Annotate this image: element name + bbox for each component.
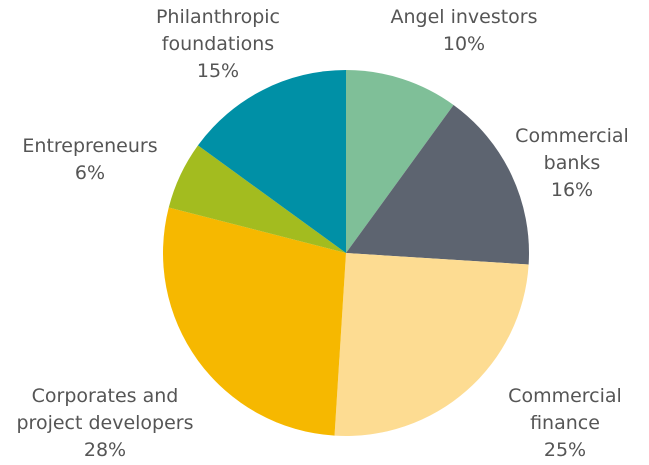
category-name: Corporates and project developers: [16, 385, 194, 434]
category-name: Commercial finance: [508, 385, 622, 434]
value-label: 15%: [196, 60, 240, 82]
pie-slice: [334, 253, 529, 436]
pie-slice: [168, 145, 346, 253]
category-name: Entrepreneurs: [22, 135, 158, 157]
slice-label: Philanthropic foundations 15%: [143, 4, 293, 85]
value-label: 25%: [543, 439, 587, 461]
slice-label: Commercial finance 25%: [500, 383, 630, 464]
pie-slice: [197, 70, 346, 253]
slice-label: Commercial banks 16%: [507, 123, 637, 204]
pie-slice: [346, 104, 529, 265]
slice-label: Entrepreneurs 6%: [0, 133, 190, 187]
slice-label: Angel investors 10%: [354, 4, 574, 58]
value-label: 6%: [74, 162, 106, 184]
category-name: Commercial banks: [515, 125, 629, 174]
category-name: Angel investors: [390, 6, 538, 28]
pie-slice: [162, 207, 346, 436]
slice-label: Corporates and project developers 28%: [0, 383, 213, 464]
value-label: 28%: [83, 439, 127, 461]
value-label: 10%: [442, 33, 486, 55]
category-name: Philanthropic foundations: [155, 6, 281, 55]
pie-slice: [346, 70, 454, 253]
value-label: 16%: [550, 179, 594, 201]
